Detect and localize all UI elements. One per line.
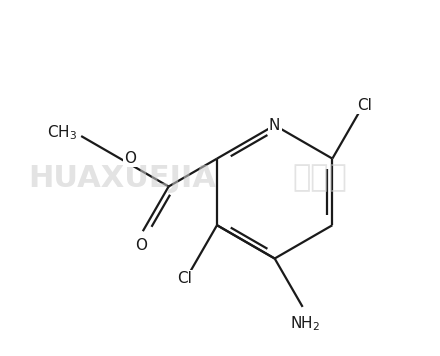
Text: Cl: Cl bbox=[357, 98, 372, 112]
Text: Cl: Cl bbox=[177, 271, 192, 286]
Text: NH$_2$: NH$_2$ bbox=[290, 314, 320, 333]
Text: O: O bbox=[135, 238, 147, 253]
Text: O: O bbox=[124, 151, 136, 166]
Text: CH$_3$: CH$_3$ bbox=[47, 123, 77, 142]
Text: 化学加: 化学加 bbox=[293, 163, 347, 193]
Text: N: N bbox=[269, 118, 280, 133]
Text: HUAXUEJIA: HUAXUEJIA bbox=[28, 163, 216, 193]
